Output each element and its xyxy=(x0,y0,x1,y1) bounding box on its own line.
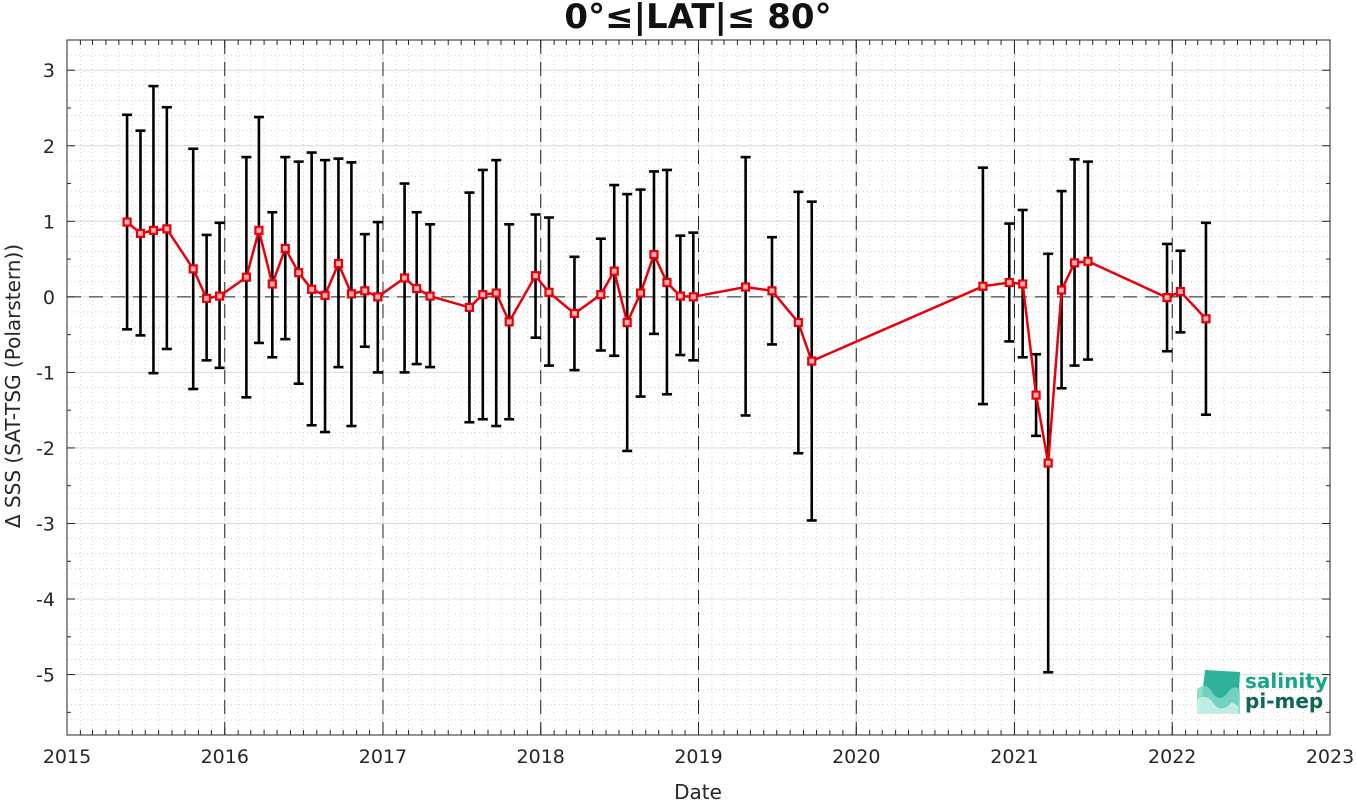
data-point xyxy=(504,317,514,327)
data-point xyxy=(267,279,277,289)
x-tick-label: 2015 xyxy=(43,746,91,768)
data-point xyxy=(122,217,132,227)
data-point xyxy=(793,317,803,328)
data-point xyxy=(294,268,304,278)
data-point xyxy=(807,356,817,366)
data-point xyxy=(544,287,554,297)
data-point xyxy=(346,289,357,299)
data-point xyxy=(569,308,580,319)
y-tick-label: -5 xyxy=(36,665,55,687)
x-tick-label: 2020 xyxy=(832,746,880,768)
x-tick-label: 2019 xyxy=(674,746,722,768)
y-tick-label: -2 xyxy=(36,438,55,460)
data-point xyxy=(280,243,290,254)
minor-grid xyxy=(67,39,1330,736)
x-ticks: 2015 2016 2017 2018 2019 2020 2021 2022 2023 xyxy=(43,40,1354,768)
data-point xyxy=(491,288,501,298)
data-point xyxy=(978,281,988,291)
data-point xyxy=(596,289,606,300)
data-point xyxy=(188,264,198,274)
y-tick-label: -1 xyxy=(36,362,55,384)
y-axis-label: Δ SSS (SAT-TSG (Polarstern)) xyxy=(1,244,25,528)
data-point xyxy=(320,290,330,300)
logo-text-pi-mep: pi-mep xyxy=(1245,689,1323,713)
y-tick-label: 1 xyxy=(43,211,55,233)
data-point xyxy=(688,292,698,302)
data-point xyxy=(767,286,777,296)
data-point xyxy=(1069,258,1080,268)
major-grid xyxy=(66,40,1331,735)
data-point xyxy=(1056,285,1067,295)
salinity-pi-mep-logo: salinity pi-mep xyxy=(1197,669,1328,714)
x-axis-label: Date xyxy=(674,780,722,801)
data-point xyxy=(373,292,383,302)
data-point xyxy=(464,302,475,313)
data-point xyxy=(1018,279,1028,289)
data-point xyxy=(148,225,159,235)
y-tick-label: -3 xyxy=(36,513,55,535)
x-tick-label: 2023 xyxy=(1306,746,1354,768)
x-tick-label: 2021 xyxy=(990,746,1038,768)
data-point xyxy=(1201,314,1211,324)
data-point xyxy=(412,283,422,294)
data-point xyxy=(478,289,488,300)
data-point xyxy=(662,277,672,288)
x-tick-label: 2017 xyxy=(359,746,407,768)
data-point xyxy=(609,266,619,276)
data-point xyxy=(649,249,659,260)
data-point xyxy=(622,317,632,328)
error-bars xyxy=(122,84,1211,674)
data-point xyxy=(399,273,410,283)
logo-wave-icon xyxy=(1197,670,1240,714)
logo-text-salinity: salinity xyxy=(1245,669,1328,693)
y-ticks: -5 -4 -3 -2 -1 0 1 2 3 xyxy=(36,60,1330,713)
data-point xyxy=(425,291,435,301)
data-point xyxy=(360,286,370,296)
x-tick-label: 2018 xyxy=(517,746,565,768)
data-point xyxy=(333,259,344,269)
data-point xyxy=(675,291,685,301)
y-tick-label: 2 xyxy=(43,136,55,158)
data-point xyxy=(1043,458,1053,468)
data-point xyxy=(1031,390,1041,400)
data-point xyxy=(202,293,212,303)
data-point xyxy=(1004,277,1014,288)
data-point xyxy=(135,228,146,238)
data-point xyxy=(530,271,541,281)
data-point xyxy=(241,272,251,282)
x-tick-label: 2022 xyxy=(1148,746,1196,768)
data-point xyxy=(162,224,172,234)
data-point xyxy=(1083,256,1093,266)
data-point xyxy=(741,282,751,292)
data-point xyxy=(1175,286,1186,297)
data-point xyxy=(307,284,317,294)
data-point xyxy=(214,291,225,301)
data-point xyxy=(254,225,264,235)
y-tick-label: 3 xyxy=(43,60,55,82)
data-point xyxy=(635,288,646,298)
y-tick-label: -4 xyxy=(36,589,55,611)
data-markers xyxy=(122,217,1211,468)
y-tick-label: 0 xyxy=(43,287,55,309)
data-point xyxy=(1162,293,1172,303)
x-tick-label: 2016 xyxy=(201,746,249,768)
chart-title: 0°≤|LAT|≤ 80° xyxy=(564,0,831,37)
year-boundary-lines xyxy=(224,40,1173,735)
